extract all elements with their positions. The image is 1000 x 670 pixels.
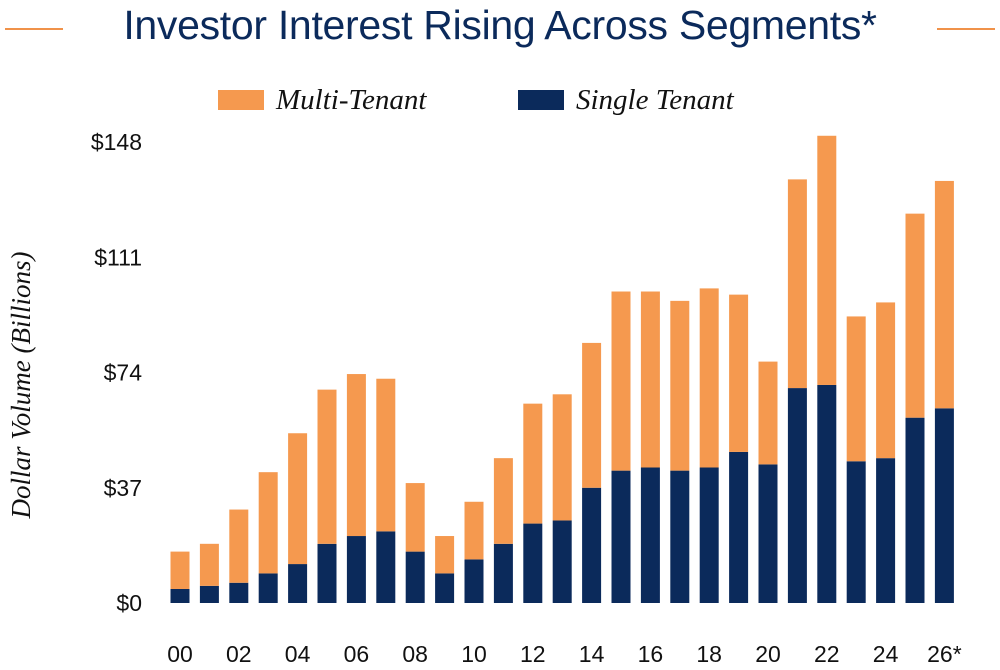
bar-multi-tenant-2017: [670, 300, 690, 471]
bar-single-tenant-2003: [258, 573, 278, 603]
y-tick-label: $111: [94, 244, 142, 270]
bar-single-tenant-2010: [464, 559, 484, 603]
bar-single-tenant-2007: [376, 531, 396, 603]
bar-single-tenant-2014: [582, 487, 602, 603]
bar-single-tenant-2017: [670, 470, 690, 603]
bar-multi-tenant-2009: [435, 536, 455, 574]
legend-label-single-tenant: Single Tenant: [576, 83, 734, 116]
bar-multi-tenant-2011: [493, 458, 513, 544]
bar-multi-tenant-2003: [258, 472, 278, 574]
x-tick-label: 08: [402, 641, 428, 667]
bar-multi-tenant-2019: [729, 294, 749, 452]
x-tick-label: 24: [873, 641, 899, 667]
x-tick-label: 06: [344, 641, 370, 667]
chart-legend: Multi-Tenant Single Tenant: [0, 80, 1000, 120]
x-tick-label: 18: [696, 641, 722, 667]
bar-single-tenant-2004: [288, 564, 308, 603]
legend-item-multi-tenant: Multi-Tenant: [218, 80, 426, 120]
bar-multi-tenant-2002: [229, 509, 249, 583]
bar-multi-tenant-2006: [346, 374, 366, 537]
legend-swatch-single-tenant: [518, 90, 564, 110]
bar-single-tenant-2012: [523, 523, 543, 603]
bar-single-tenant-2006: [346, 536, 366, 603]
bar-single-tenant-2018: [699, 467, 719, 603]
x-tick-label: 20: [755, 641, 781, 667]
bar-multi-tenant-2021: [787, 179, 807, 389]
bar-multi-tenant-2012: [523, 403, 543, 524]
bar-multi-tenant-2000: [170, 551, 190, 589]
x-tick-label: 02: [226, 641, 252, 667]
bars-group: [170, 135, 954, 603]
y-axis-label: Dollar Volume (Billions): [6, 252, 36, 520]
bar-multi-tenant-2023: [846, 316, 866, 462]
bar-single-tenant-2025: [905, 417, 925, 603]
bar-multi-tenant-2007: [376, 378, 396, 532]
bar-single-tenant-2008: [405, 551, 425, 603]
chart-header: Investor Interest Rising Across Segments…: [0, 0, 1000, 50]
bar-single-tenant-2011: [493, 543, 513, 603]
bar-single-tenant-2016: [640, 467, 660, 603]
x-tick-label: 14: [579, 641, 605, 667]
y-tick-label: $148: [91, 129, 142, 155]
bar-multi-tenant-2008: [405, 483, 425, 552]
chart-title: Investor Interest Rising Across Segments…: [123, 2, 877, 48]
bar-multi-tenant-2025: [905, 213, 925, 418]
bar-single-tenant-2005: [317, 543, 337, 603]
bar-single-tenant-2021: [787, 388, 807, 603]
bar-multi-tenant-2015: [611, 291, 631, 471]
x-tick-label: 16: [638, 641, 664, 667]
bar-multi-tenant-2013: [552, 394, 572, 521]
bar-multi-tenant-2022: [817, 135, 837, 385]
y-tick-label: $74: [104, 360, 143, 386]
bar-single-tenant-2002: [229, 582, 249, 603]
y-axis-ticks: $0 $37 $74 $111 $148: [91, 129, 142, 616]
bar-multi-tenant-2001: [199, 543, 219, 586]
bar-multi-tenant-2005: [317, 389, 337, 544]
legend-swatch-multi-tenant: [218, 90, 264, 110]
x-tick-label: 04: [285, 641, 311, 667]
bar-single-tenant-2001: [199, 585, 219, 603]
bar-multi-tenant-2020: [758, 361, 778, 465]
legend-item-single-tenant: Single Tenant: [518, 80, 734, 120]
bar-multi-tenant-2010: [464, 501, 484, 560]
bar-single-tenant-2015: [611, 470, 631, 603]
bar-multi-tenant-2026: [934, 180, 954, 409]
bar-multi-tenant-2018: [699, 288, 719, 468]
bar-single-tenant-2020: [758, 464, 778, 603]
x-tick-label: 00: [167, 641, 193, 667]
bar-multi-tenant-2014: [582, 342, 602, 488]
bar-single-tenant-2000: [170, 588, 190, 603]
bar-single-tenant-2026: [934, 408, 954, 603]
bar-single-tenant-2022: [817, 384, 837, 603]
y-tick-label: $37: [104, 475, 142, 501]
x-axis-ticks: 00 02 04 06 08 10 12 14 16 18 20 22 24 26*: [167, 641, 962, 667]
bar-multi-tenant-2004: [288, 433, 308, 565]
bar-single-tenant-2019: [729, 451, 749, 603]
bar-multi-tenant-2016: [640, 291, 660, 468]
title-accent-line-left: [5, 28, 63, 30]
bar-single-tenant-2013: [552, 520, 572, 603]
bar-single-tenant-2023: [846, 461, 866, 603]
legend-label-multi-tenant: Multi-Tenant: [276, 83, 427, 116]
x-tick-label: 22: [814, 641, 840, 667]
x-tick-label: 12: [520, 641, 546, 667]
bar-single-tenant-2024: [876, 458, 896, 603]
x-tick-label: 26*: [927, 641, 962, 667]
title-accent-line-right: [937, 28, 995, 30]
x-tick-label: 10: [461, 641, 487, 667]
bar-single-tenant-2009: [435, 573, 455, 603]
y-tick-label: $0: [116, 590, 142, 616]
bar-multi-tenant-2024: [876, 302, 896, 459]
